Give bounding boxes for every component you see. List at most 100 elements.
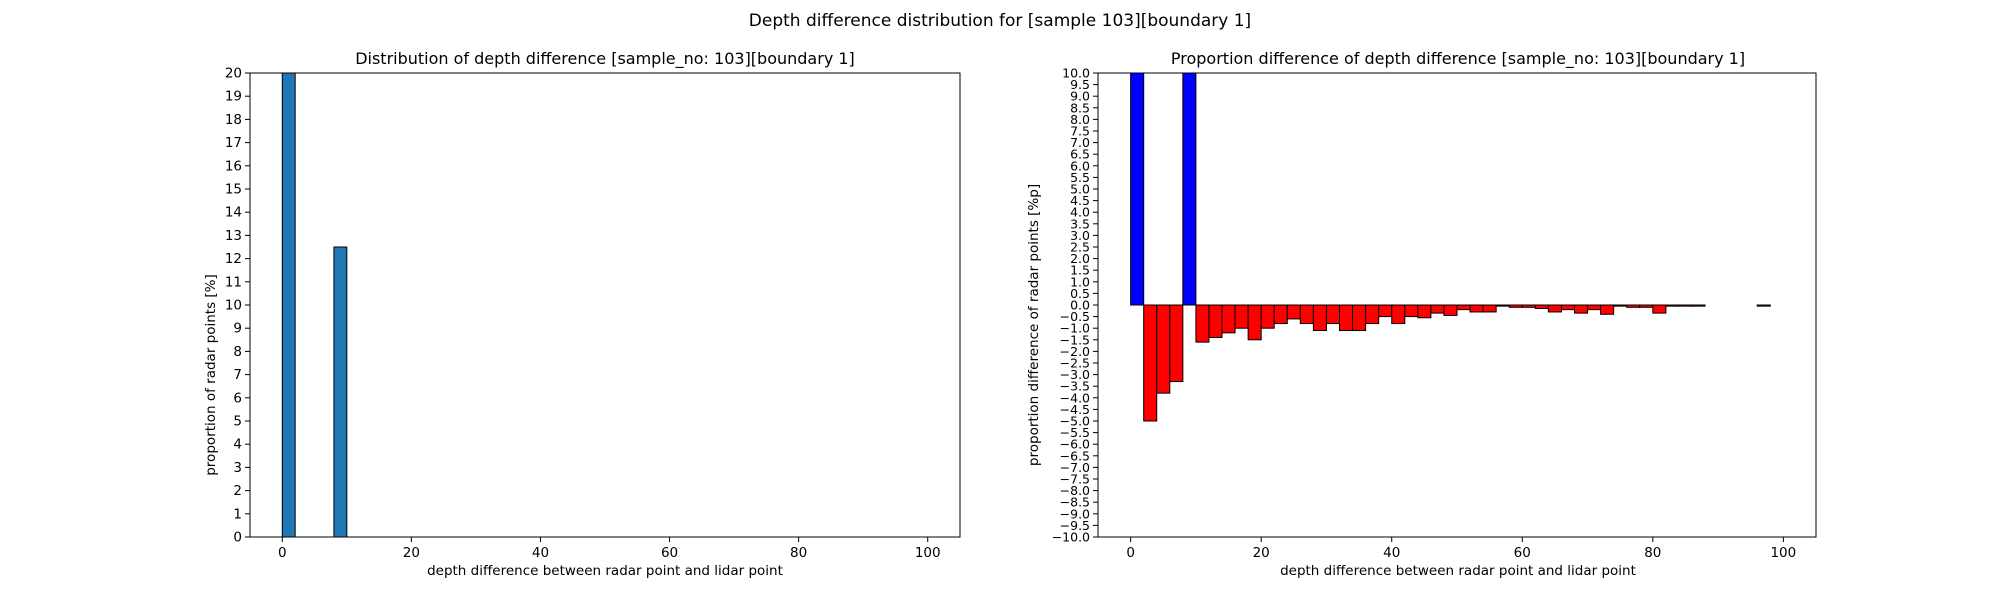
left-bar <box>281 72 296 538</box>
right-bar <box>1652 304 1667 314</box>
right-chart-panel: Proportion difference of depth differenc… <box>1026 49 1817 579</box>
right-bar <box>1521 304 1536 308</box>
right-bar <box>1286 304 1301 320</box>
right-y-tick-label: 8.5 <box>1070 100 1090 115</box>
right-y-axis-label: proportion difference of radar points [%… <box>1026 184 1042 466</box>
right-y-tick-label: 1.0 <box>1070 274 1090 289</box>
right-x-tick-label: 0 <box>1126 545 1135 561</box>
right-bar <box>1573 304 1589 314</box>
right-y-tick-label: 6.5 <box>1070 147 1090 162</box>
right-x-tick-label: 80 <box>1644 545 1661 561</box>
right-x-tick-label: 40 <box>1383 545 1400 561</box>
left-y-tick-label: 5 <box>233 414 242 430</box>
right-y-tick-label: 4.0 <box>1070 205 1090 220</box>
right-x-axis-label: depth difference between radar point and… <box>1280 563 1636 579</box>
right-bar <box>1352 304 1367 332</box>
right-y-tick-label: 0.5 <box>1070 286 1090 301</box>
left-y-tick-label: 19 <box>225 89 242 105</box>
right-y-tick-label: 8.0 <box>1070 112 1090 127</box>
right-chart-marks: 0 20 40 60 80 100 −10.0−9.5−9.0−8.5−8.0−7.5−7.… <box>1052 66 1817 561</box>
right-y-tick-label: 3.0 <box>1070 228 1090 243</box>
figure-title: Depth difference distribution for [sampl… <box>749 11 1251 31</box>
right-bar <box>1247 304 1262 341</box>
right-bar <box>1587 304 1602 311</box>
right-bar <box>1391 304 1406 325</box>
left-y-tick-label: 20 <box>225 66 242 82</box>
left-y-tick-label: 1 <box>233 506 242 522</box>
left-x-tick-label: 100 <box>915 545 941 561</box>
right-y-tick-label: 4.5 <box>1070 193 1090 208</box>
right-y-tick-label: −8.0 <box>1060 483 1090 498</box>
right-y-tick-label: −10.0 <box>1052 530 1090 545</box>
left-x-tick-label: 40 <box>532 545 549 561</box>
right-bar <box>1560 304 1575 311</box>
right-bar <box>1508 304 1523 308</box>
right-y-tick-label: −2.0 <box>1060 344 1090 359</box>
right-bar <box>1495 304 1510 307</box>
right-bar <box>1299 304 1314 325</box>
left-y-tick-label: 9 <box>233 321 242 337</box>
right-y-tick-label: −3.0 <box>1060 367 1090 382</box>
right-bar <box>1169 304 1184 383</box>
right-bar <box>1443 304 1458 316</box>
left-y-tick-label: 16 <box>225 158 242 174</box>
right-bar <box>1691 304 1706 307</box>
right-y-tick-label: 0.0 <box>1070 298 1090 313</box>
right-y-tick-label: 3.5 <box>1070 216 1090 231</box>
right-y-tick-label: −2.5 <box>1060 356 1090 371</box>
left-y-tick-label: 11 <box>225 274 242 290</box>
left-chart-panel: Distribution of depth difference [sample… <box>203 49 961 579</box>
left-y-tick-label: 18 <box>225 112 242 128</box>
right-bar <box>1143 304 1158 422</box>
right-x-tick-label: 20 <box>1253 545 1270 561</box>
left-y-tick-label: 2 <box>233 483 242 499</box>
right-bar <box>1417 304 1432 319</box>
right-bar <box>1260 304 1275 329</box>
right-bar <box>1482 304 1497 313</box>
right-bar <box>1430 304 1445 314</box>
left-x-tick-label: 20 <box>403 545 420 561</box>
right-y-tick-label: 10.0 <box>1062 66 1090 81</box>
left-y-tick-label: 6 <box>233 390 242 406</box>
right-y-tick-label: −0.5 <box>1060 309 1090 324</box>
right-y-tick-label: 5.5 <box>1070 170 1090 185</box>
right-bar <box>1182 72 1197 306</box>
left-x-tick-label: 80 <box>790 545 807 561</box>
right-bar <box>1130 72 1145 306</box>
right-y-tick-label: −4.5 <box>1060 402 1090 417</box>
right-y-tick-label: 1.5 <box>1070 263 1090 278</box>
right-bar <box>1221 304 1236 334</box>
left-y-tick-label: 13 <box>225 228 242 244</box>
right-bar <box>1325 304 1340 325</box>
right-bar <box>1273 304 1288 325</box>
right-bar <box>1756 304 1771 307</box>
left-y-tick-label: 15 <box>225 182 242 198</box>
left-y-tick-label: 12 <box>225 251 242 267</box>
left-y-tick-label: 10 <box>225 298 242 314</box>
right-chart-title: Proportion difference of depth differenc… <box>1171 49 1745 69</box>
right-y-tick-label: −7.5 <box>1060 472 1090 487</box>
right-y-tick-label: −9.5 <box>1060 518 1090 533</box>
right-y-tick-label: 2.5 <box>1070 240 1090 255</box>
right-y-tick-label: 9.0 <box>1070 89 1090 104</box>
right-bar <box>1534 304 1549 309</box>
right-y-tick-label: −5.5 <box>1060 425 1090 440</box>
right-y-tick-label: 5.0 <box>1070 182 1090 197</box>
right-y-tick-label: −1.0 <box>1060 321 1090 336</box>
right-bar <box>1469 304 1484 313</box>
right-y-tick-label: −5.0 <box>1060 414 1090 429</box>
left-x-axis-label: depth difference between radar point and… <box>427 563 783 579</box>
left-y-tick-label: 14 <box>225 205 242 221</box>
left-chart-title: Distribution of depth difference [sample… <box>355 49 855 69</box>
left-bar <box>333 246 348 538</box>
right-bar <box>1665 304 1680 307</box>
left-chart-marks: 0 20 40 60 80 1000123456789101112131415161718… <box>225 66 961 561</box>
right-x-tick-label: 100 <box>1770 545 1796 561</box>
right-y-tick-label: −6.0 <box>1060 437 1090 452</box>
right-bar <box>1208 304 1223 338</box>
left-y-tick-label: 3 <box>233 460 242 476</box>
left-x-tick-label: 60 <box>661 545 678 561</box>
right-bar <box>1312 304 1327 332</box>
right-y-tick-label: 6.0 <box>1070 158 1090 173</box>
